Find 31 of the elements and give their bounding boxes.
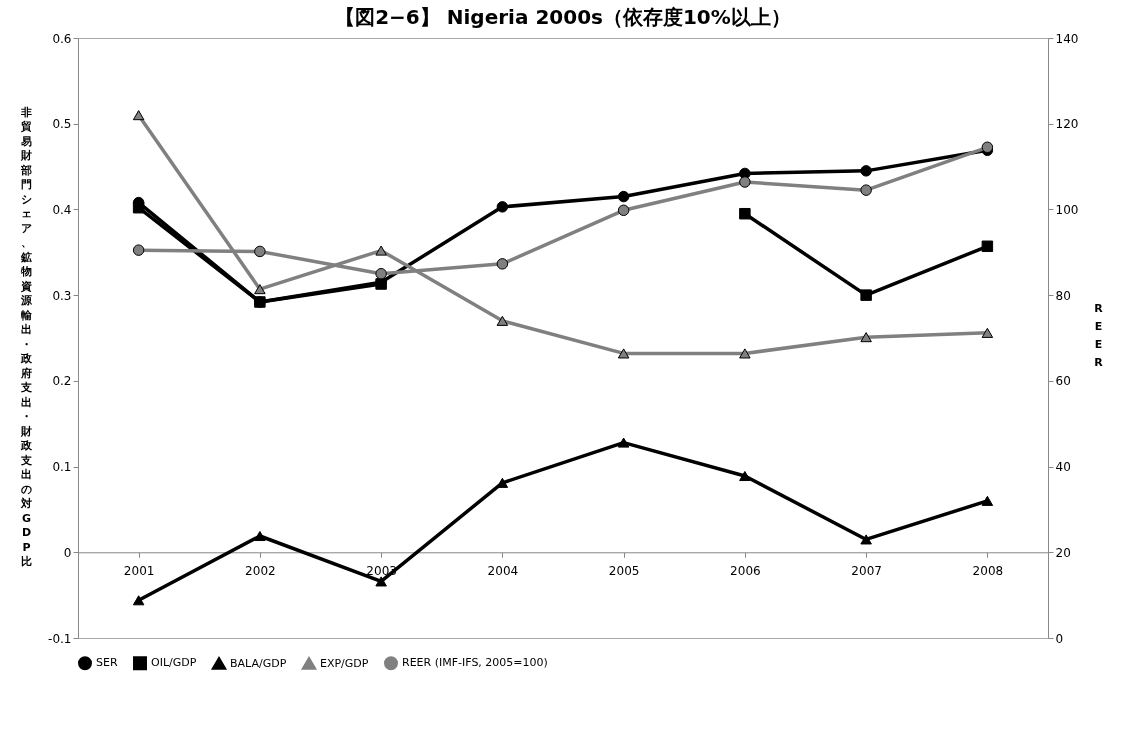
y-tick-label: 0.1 xyxy=(52,460,72,475)
x-tick-label: 2002 xyxy=(245,563,276,578)
legend-label: SER xyxy=(96,656,118,670)
text: 非貿易財部門シェア、鉱物資源輸出・政府支出・財政支出の対GDP比 xyxy=(21,105,32,568)
chart-title: 【図2−6】 Nigeria 2000s（依存度10%以上） xyxy=(335,5,791,29)
x-tick-label: 2006 xyxy=(730,563,761,578)
y2-tick-label: 20 xyxy=(1055,545,1071,560)
x-tick-label: 2004 xyxy=(487,563,519,578)
x-tick-label: 2007 xyxy=(851,563,882,578)
legend-label: EXP/GDP xyxy=(320,656,369,670)
y2-tick-label: 100 xyxy=(1055,202,1079,217)
y2-tick-label: 0 xyxy=(1055,631,1064,646)
y-tick-label: 0.5 xyxy=(52,117,72,132)
y-tick-label: 0.2 xyxy=(52,374,72,389)
x-tick-label: 2001 xyxy=(123,563,155,578)
y2-tick-label: 40 xyxy=(1055,460,1071,475)
legend-label: OIL/GDP xyxy=(151,656,197,670)
legend-label: BALA/GDP xyxy=(230,656,287,670)
y2-tick-label: 80 xyxy=(1055,288,1071,303)
y2-tick-label: 60 xyxy=(1055,374,1071,389)
y2-axis-title: REER xyxy=(1094,301,1104,369)
legend-label: REER (IMF-IFS, 2005=100) xyxy=(402,656,548,670)
y2-tick-label: 140 xyxy=(1055,31,1079,46)
y-tick-label: 0.3 xyxy=(52,288,72,303)
y-tick-label: -0.1 xyxy=(48,631,72,646)
x-tick-label: 2005 xyxy=(608,563,640,578)
y2-tick-label: 120 xyxy=(1055,117,1079,132)
y-tick-label: 0 xyxy=(63,545,72,560)
y-tick-label: 0.4 xyxy=(52,202,72,217)
x-tick-label: 2008 xyxy=(972,563,1004,578)
y-tick-label: 0.6 xyxy=(52,31,72,46)
